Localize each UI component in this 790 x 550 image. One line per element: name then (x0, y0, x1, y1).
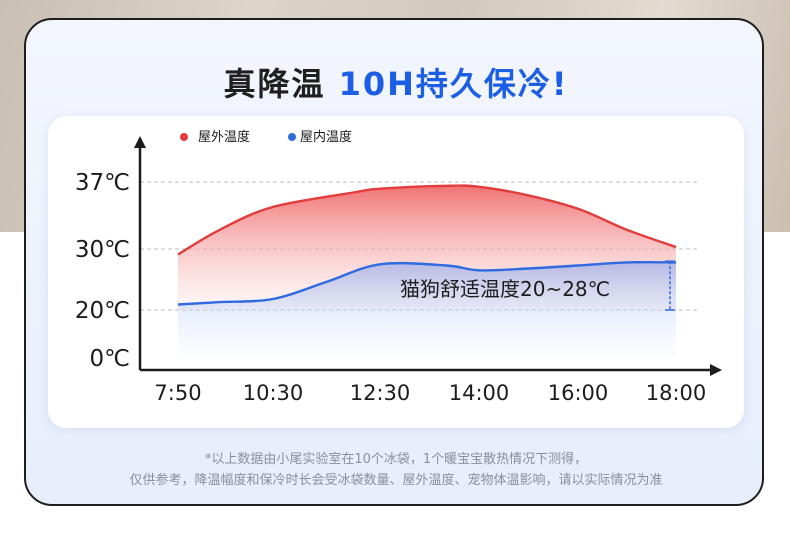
chart-card: 0℃ 20℃ 30℃ 37℃ 7:50 10:30 12:30 14:00 16:00 18:00… (48, 116, 744, 428)
legend-indoor-marker (288, 133, 296, 141)
y-tick-label: 37℃ (75, 170, 130, 196)
comfort-range-annotation: 猫狗舒适温度20~28℃ (400, 277, 610, 301)
legend-indoor-label: 屋内温度 (300, 129, 352, 145)
x-tick-label: 16:00 (548, 381, 609, 405)
x-tick-label: 12:30 (350, 381, 411, 405)
y-axis-arrow-icon (134, 136, 146, 148)
x-axis-arrow-icon (710, 364, 722, 376)
y-tick-label: 20℃ (75, 298, 130, 324)
x-tick-label: 14:00 (449, 381, 510, 405)
footnote-line-2: 仅供参考，降温幅度和保冷时长会受冰袋数量、屋外温度、宠物体温影响，请以实际情况为… (129, 473, 663, 488)
legend-outdoor-marker (180, 133, 188, 141)
outdoor-line (177, 184, 677, 256)
x-tick-label: 18:00 (646, 381, 707, 405)
x-tick-label: 7:50 (154, 381, 201, 405)
y-tick-label: 30℃ (75, 237, 130, 263)
temperature-chart: 0℃ 20℃ 30℃ 37℃ 7:50 10:30 12:30 14:00 16:00 18:00… (75, 129, 722, 405)
footnote-line-1: *以上数据由小尾实验室在10个冰袋，1个暖宝宝散热情况下测得， (204, 452, 588, 467)
indoor-line (177, 260, 677, 306)
headline: 真降温 10H持久保冷! (26, 62, 762, 106)
legend-outdoor-label: 屋外温度 (198, 129, 250, 145)
x-tick-label: 10:30 (243, 381, 304, 405)
info-panel: 真降温 10H持久保冷! (24, 18, 764, 506)
headline-dark-text: 真降温 (223, 65, 326, 103)
headline-blue-text: 10H持久保冷! (338, 65, 569, 103)
y-tick-label: 0℃ (90, 346, 130, 372)
indoor-area (178, 262, 676, 358)
